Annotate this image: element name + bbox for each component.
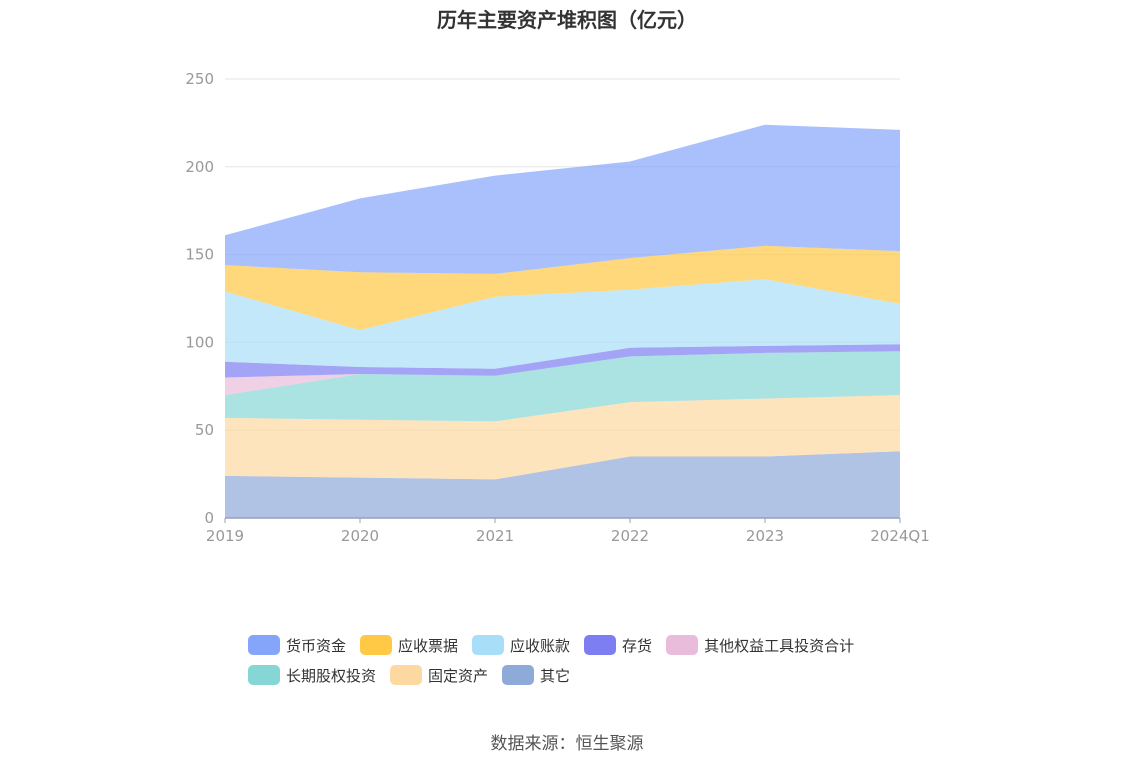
legend-label: 货币资金 (286, 636, 347, 655)
x-tick-label: 2023 (746, 527, 784, 545)
legend-item[interactable]: 其他权益工具投资合计 (666, 635, 854, 656)
chart-title: 历年主要资产堆积图（亿元） (437, 8, 697, 32)
y-tick-label: 250 (185, 70, 214, 88)
series-area-货币资金[interactable] (225, 124, 900, 274)
legend-item[interactable]: 固定资产 (390, 665, 488, 686)
legend-swatch (472, 635, 505, 655)
series-area-固定资产[interactable] (225, 395, 900, 480)
legend-swatch (502, 665, 535, 685)
legend-label: 其他权益工具投资合计 (704, 636, 855, 655)
y-tick-label: 200 (185, 158, 214, 176)
legend-label: 固定资产 (428, 666, 489, 685)
legend-row-2: 长期股权投资 固定资产 其它 (248, 660, 968, 690)
series-area-应收账款[interactable] (225, 279, 900, 369)
legend-row-1: 货币资金 应收票据 应收账款 存货 其他权益工具投资合计 (248, 630, 968, 660)
legend-item[interactable]: 应收票据 (360, 635, 458, 656)
x-tick-label: 2020 (341, 527, 379, 545)
legend-label: 存货 (622, 636, 653, 655)
x-tick-label: 2021 (476, 527, 514, 545)
legend-swatch (584, 635, 617, 655)
series-area-存货[interactable] (225, 344, 900, 378)
legend-item[interactable]: 其它 (502, 665, 570, 686)
legend-label: 长期股权投资 (286, 666, 377, 685)
y-tick-label: 0 (204, 509, 214, 527)
x-tick-label: 2024Q1 (870, 527, 930, 545)
data-source: 数据来源：恒生聚源 (490, 734, 644, 754)
x-tick-label: 2019 (206, 527, 244, 545)
legend-swatch (360, 635, 393, 655)
stacked-area-chart: 0 50 100 150 200 250 2019 2020 2021 2022 2023 2024Q… (185, 70, 929, 545)
y-tick-label: 100 (185, 333, 214, 351)
legend-swatch (248, 635, 280, 655)
legend-item[interactable]: 存货 (584, 635, 652, 656)
y-tick-label: 50 (195, 421, 214, 439)
axis-layer: 0 50 100 150 200 250 2019 2020 2021 2022 2023 2024Q… (185, 70, 929, 545)
legend-item[interactable]: 应收账款 (472, 635, 570, 656)
legend: 货币资金 应收票据 应收账款 存货 其他权益工具投资合计 长期股权投资 固定资产 其它 (248, 630, 968, 690)
series-area-其它[interactable] (225, 451, 900, 518)
legend-label: 其它 (540, 666, 571, 685)
series-area-应收票据[interactable] (225, 245, 900, 331)
legend-swatch (390, 665, 423, 685)
legend-swatch (248, 665, 280, 685)
legend-label: 应收账款 (510, 636, 571, 655)
y-tick-label: 150 (185, 246, 214, 264)
legend-swatch (666, 635, 699, 655)
legend-label: 应收票据 (398, 636, 459, 655)
legend-item[interactable]: 长期股权投资 (248, 665, 376, 686)
legend-item[interactable]: 货币资金 (248, 635, 346, 656)
x-tick-label: 2022 (611, 527, 649, 545)
series-area-长期股权投资[interactable] (225, 351, 900, 422)
area-layer (225, 124, 900, 518)
